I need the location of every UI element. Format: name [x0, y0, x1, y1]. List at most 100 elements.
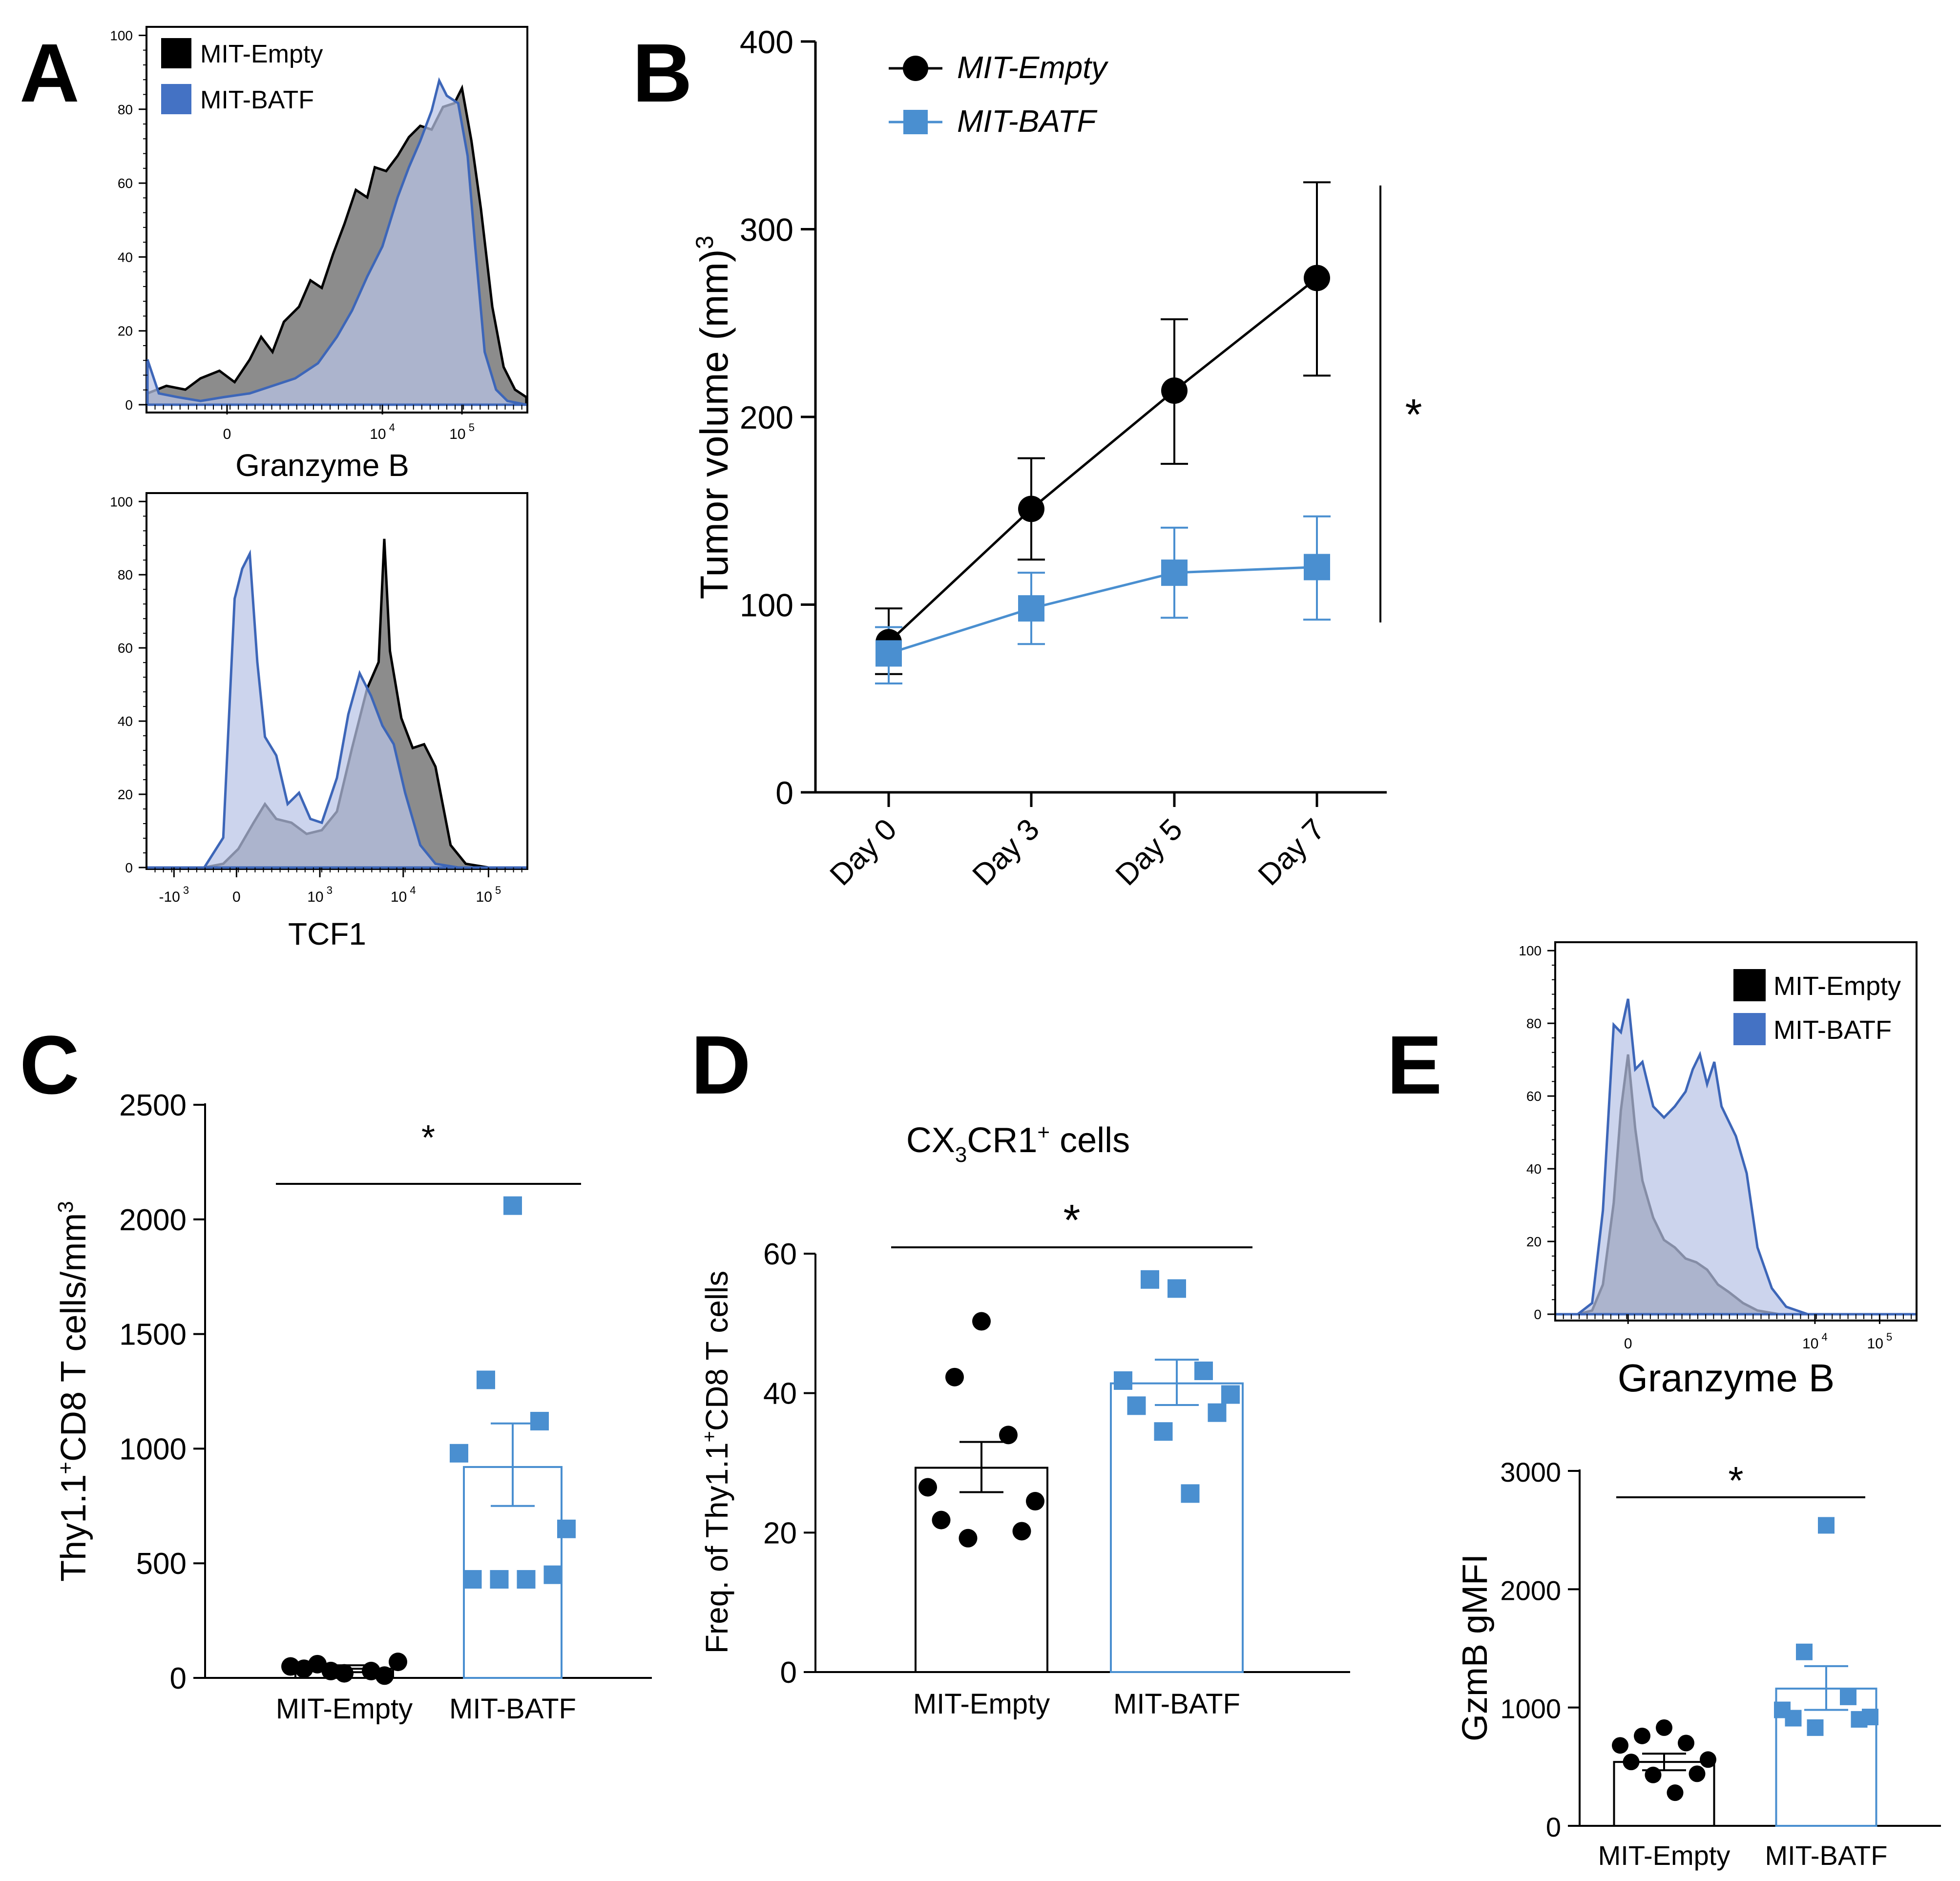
y-tick-label: 60 [1526, 1089, 1542, 1104]
histogram-frame [1554, 941, 1918, 1322]
data-point-empty [1656, 1719, 1672, 1736]
x-tick-label: 0 [1624, 1336, 1632, 1352]
panel-e-bar: 0 1000 2000 3000 MIT-Empty MIT-BATF GzmB gM… [1456, 1457, 1941, 1871]
series-marks [915, 1270, 1244, 1673]
panel-letter-d: D [691, 1019, 751, 1112]
y-tick-label: 40 [118, 249, 133, 265]
data-point-batf [530, 1412, 549, 1431]
y-tick-label: 0 [125, 397, 133, 413]
legend-swatch-empty [1733, 969, 1766, 1001]
data-point-batf [1221, 1385, 1240, 1404]
x-tick-label: 10 5 [476, 884, 501, 905]
y-tick-label: 0 [780, 1656, 797, 1690]
y-axis-ticks: 100 80 60 40 20 0 [110, 494, 147, 875]
legend-swatch-batf [161, 84, 191, 114]
data-point-empty [972, 1312, 991, 1331]
legend-swatch-empty [161, 38, 191, 68]
y-tick-label: 300 [740, 212, 793, 248]
y-tick-label: 1000 [1500, 1694, 1561, 1724]
histogram-frame [146, 26, 528, 413]
y-tick-label: 20 [763, 1516, 797, 1550]
bar-batf [1110, 1382, 1244, 1673]
legend-label-batf: MIT-BATF [1773, 1015, 1892, 1045]
y-tick-label: 80 [118, 102, 133, 117]
y-tick-label: 0 [1534, 1307, 1542, 1322]
x-tick-label: 0 [232, 889, 241, 905]
chart-title: CX3CR1+ cells [906, 1120, 1130, 1167]
y-tick-label: 500 [136, 1547, 187, 1581]
histogram-batf [1556, 998, 1916, 1316]
data-point-batf [543, 1565, 563, 1584]
panel-letter-c: C [20, 1019, 80, 1112]
y-tick-label: 20 [118, 787, 133, 802]
legend-swatch-batf [1733, 1013, 1766, 1045]
data-point-empty [1026, 1492, 1044, 1511]
legend-marker-empty [903, 56, 928, 81]
panel-b-chart: 0 100 200 300 400 Day 0 Day 3 Day 5 Day 7 Tumor… [691, 24, 1422, 892]
x-tick-label: 10 4 [1802, 1331, 1828, 1352]
y-axis-label: Tumor volume (mm)3 [691, 236, 736, 599]
significance-star: * [1063, 1196, 1080, 1245]
x-tick-label: Day 3 [966, 812, 1046, 892]
data-point-batf [1127, 1396, 1146, 1415]
x-axis-ticks: 0 10 4 10 5 [154, 405, 522, 442]
significance-star: * [1405, 391, 1422, 439]
data-point-empty [1678, 1735, 1694, 1752]
data-point-empty [932, 1510, 951, 1530]
data-point-batf [1208, 1403, 1227, 1422]
data-point-empty [1634, 1727, 1650, 1744]
y-tick-label: 1500 [119, 1318, 187, 1352]
data-point-batf [1154, 1422, 1173, 1441]
y-axis-label: GzmB gMFI [1456, 1554, 1495, 1741]
y-axis-label: Freq. of Thy1.1+CD8 T cells [699, 1271, 734, 1654]
data-point-batf [450, 1444, 468, 1463]
category-label-empty: MIT-Empty [276, 1693, 413, 1725]
data-point-empty [1689, 1765, 1706, 1782]
y-tick-label: 0 [1546, 1812, 1561, 1842]
data-point-empty [1667, 1784, 1684, 1801]
y-tick-label: 40 [1526, 1161, 1542, 1177]
y-tick-label: 2500 [119, 1089, 187, 1122]
y-tick-label: 200 [740, 399, 793, 435]
data-point-empty [999, 1426, 1018, 1445]
data-point-empty [389, 1653, 407, 1672]
x-axis-ticks: 0 10 4 10 5 [1563, 1314, 1912, 1352]
x-tick-label: 10 4 [391, 884, 416, 905]
panel-a-top: 100 80 60 40 20 0 0 10 4 10 5 MIT-Empty MIT-BAT… [110, 26, 528, 483]
data-point-batf [463, 1570, 482, 1589]
series-marks [1612, 1517, 1878, 1827]
x-tick-label: 10 4 [370, 421, 395, 442]
y-axis-ticks: 0 20 40 60 [763, 1238, 815, 1690]
data-point-empty [1623, 1754, 1640, 1771]
y-tick-label: 20 [118, 324, 133, 339]
x-tick-label: Day 5 [1109, 812, 1189, 892]
data-point-empty [1700, 1751, 1716, 1768]
histogram-frame [146, 492, 528, 870]
panel-letter-b: B [632, 27, 692, 120]
category-label-empty: MIT-Empty [1598, 1840, 1731, 1871]
x-tick-label: 10 5 [449, 421, 475, 442]
y-tick-label: 3000 [1500, 1457, 1561, 1488]
y-axis-label: Thy1.1+CD8 T cells/mm3 [54, 1201, 93, 1582]
y-tick-label: 60 [763, 1238, 797, 1271]
data-point-batf [876, 640, 902, 667]
data-point-batf [1181, 1484, 1200, 1503]
y-axis-ticks: 0 100 200 300 400 [740, 24, 815, 811]
category-label-batf: MIT-BATF [449, 1693, 576, 1725]
y-tick-label: 0 [775, 775, 793, 811]
x-tick-label: 10 3 [307, 884, 333, 905]
significance-star: * [1728, 1459, 1743, 1502]
data-point-batf [477, 1370, 495, 1389]
x-axis-label: Granzyme B [235, 448, 409, 483]
y-tick-label: 60 [118, 641, 133, 656]
x-axis-ticks: Day 0 Day 3 Day 5 Day 7 [824, 792, 1332, 892]
data-point-empty [321, 1661, 340, 1680]
y-tick-label: 40 [118, 714, 133, 729]
data-point-batf [1851, 1711, 1868, 1728]
y-tick-label: 60 [118, 176, 133, 191]
y-tick-label: 80 [1526, 1016, 1542, 1031]
y-tick-label: 2000 [119, 1203, 187, 1237]
data-point-batf [490, 1570, 509, 1589]
